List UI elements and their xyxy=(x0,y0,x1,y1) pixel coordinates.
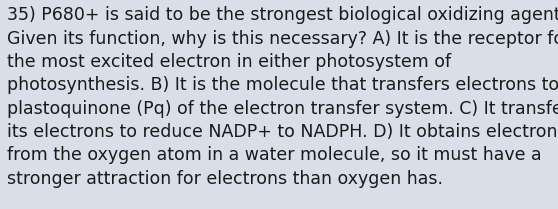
Text: 35) P680+ is said to be the strongest biological oxidizing agent.
Given its func: 35) P680+ is said to be the strongest bi… xyxy=(7,6,558,187)
